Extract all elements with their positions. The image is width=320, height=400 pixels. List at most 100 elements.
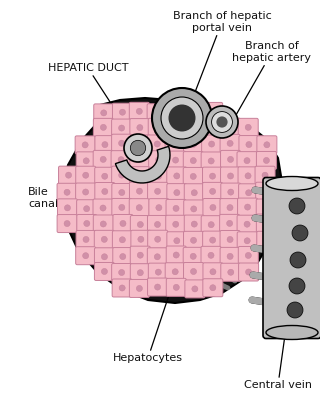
Circle shape <box>173 252 179 258</box>
FancyBboxPatch shape <box>130 167 150 185</box>
Circle shape <box>264 142 270 148</box>
FancyBboxPatch shape <box>112 119 132 137</box>
FancyBboxPatch shape <box>256 214 276 232</box>
Circle shape <box>102 142 108 148</box>
Circle shape <box>66 172 72 178</box>
Circle shape <box>137 156 143 163</box>
FancyBboxPatch shape <box>203 182 223 200</box>
Circle shape <box>174 173 180 179</box>
FancyBboxPatch shape <box>148 167 168 185</box>
Circle shape <box>190 141 196 147</box>
FancyBboxPatch shape <box>148 263 168 281</box>
FancyBboxPatch shape <box>166 104 186 122</box>
FancyBboxPatch shape <box>148 230 168 248</box>
Circle shape <box>137 141 143 147</box>
Circle shape <box>169 104 196 132</box>
Circle shape <box>155 284 161 290</box>
Circle shape <box>244 238 250 244</box>
Circle shape <box>100 221 106 227</box>
FancyBboxPatch shape <box>76 200 97 218</box>
Circle shape <box>227 236 233 242</box>
Circle shape <box>136 285 142 292</box>
Circle shape <box>136 205 142 211</box>
Circle shape <box>173 221 179 227</box>
FancyBboxPatch shape <box>201 119 221 137</box>
FancyBboxPatch shape <box>256 152 276 170</box>
FancyBboxPatch shape <box>203 263 223 281</box>
Text: Branch of hepatic
portal vein: Branch of hepatic portal vein <box>172 11 271 98</box>
FancyBboxPatch shape <box>257 231 277 249</box>
FancyBboxPatch shape <box>220 199 240 217</box>
Circle shape <box>156 157 162 163</box>
FancyBboxPatch shape <box>93 118 113 136</box>
FancyBboxPatch shape <box>220 134 240 152</box>
Circle shape <box>245 269 252 275</box>
FancyBboxPatch shape <box>237 152 257 170</box>
FancyBboxPatch shape <box>256 182 276 200</box>
Text: Central vein: Central vein <box>244 338 312 390</box>
Circle shape <box>210 188 216 194</box>
FancyBboxPatch shape <box>203 279 223 297</box>
Circle shape <box>227 124 233 130</box>
Circle shape <box>83 189 89 195</box>
Polygon shape <box>62 98 282 303</box>
Circle shape <box>101 254 108 260</box>
FancyBboxPatch shape <box>166 215 186 233</box>
FancyBboxPatch shape <box>166 246 186 264</box>
FancyBboxPatch shape <box>77 214 97 232</box>
Circle shape <box>64 220 70 227</box>
FancyBboxPatch shape <box>130 182 149 200</box>
FancyBboxPatch shape <box>112 264 132 282</box>
FancyBboxPatch shape <box>112 166 132 184</box>
Circle shape <box>292 225 308 241</box>
FancyBboxPatch shape <box>129 102 149 120</box>
Circle shape <box>83 253 89 259</box>
Circle shape <box>119 109 125 115</box>
Circle shape <box>136 188 142 194</box>
FancyBboxPatch shape <box>76 166 96 184</box>
FancyBboxPatch shape <box>167 232 187 250</box>
FancyBboxPatch shape <box>165 119 186 137</box>
FancyBboxPatch shape <box>130 246 150 264</box>
FancyBboxPatch shape <box>113 248 133 266</box>
Text: Branch of
hepatic artery: Branch of hepatic artery <box>233 41 311 120</box>
FancyBboxPatch shape <box>220 150 241 168</box>
FancyBboxPatch shape <box>167 167 187 185</box>
Circle shape <box>216 116 228 128</box>
FancyBboxPatch shape <box>94 230 114 248</box>
FancyBboxPatch shape <box>130 118 150 136</box>
FancyBboxPatch shape <box>130 135 150 153</box>
Circle shape <box>209 141 215 147</box>
Circle shape <box>245 173 251 179</box>
Circle shape <box>101 268 108 274</box>
FancyBboxPatch shape <box>255 166 275 184</box>
FancyBboxPatch shape <box>203 231 223 249</box>
FancyBboxPatch shape <box>76 152 96 170</box>
Circle shape <box>190 110 196 116</box>
FancyBboxPatch shape <box>184 120 204 138</box>
Circle shape <box>228 173 234 179</box>
FancyBboxPatch shape <box>94 248 115 266</box>
FancyBboxPatch shape <box>113 214 133 232</box>
Circle shape <box>263 220 269 226</box>
Circle shape <box>244 204 251 210</box>
FancyBboxPatch shape <box>130 216 150 234</box>
Circle shape <box>136 108 142 114</box>
FancyBboxPatch shape <box>94 262 115 280</box>
Circle shape <box>130 140 146 156</box>
FancyBboxPatch shape <box>93 150 113 168</box>
Circle shape <box>173 284 179 290</box>
Circle shape <box>190 158 196 164</box>
FancyBboxPatch shape <box>238 167 258 185</box>
FancyBboxPatch shape <box>165 151 186 169</box>
FancyBboxPatch shape <box>57 214 77 232</box>
Circle shape <box>101 110 107 116</box>
FancyBboxPatch shape <box>149 199 169 217</box>
FancyBboxPatch shape <box>93 215 113 233</box>
Circle shape <box>119 270 125 276</box>
Circle shape <box>137 172 143 179</box>
Circle shape <box>83 158 89 164</box>
Circle shape <box>173 205 179 212</box>
FancyBboxPatch shape <box>183 135 204 153</box>
Circle shape <box>100 124 107 130</box>
